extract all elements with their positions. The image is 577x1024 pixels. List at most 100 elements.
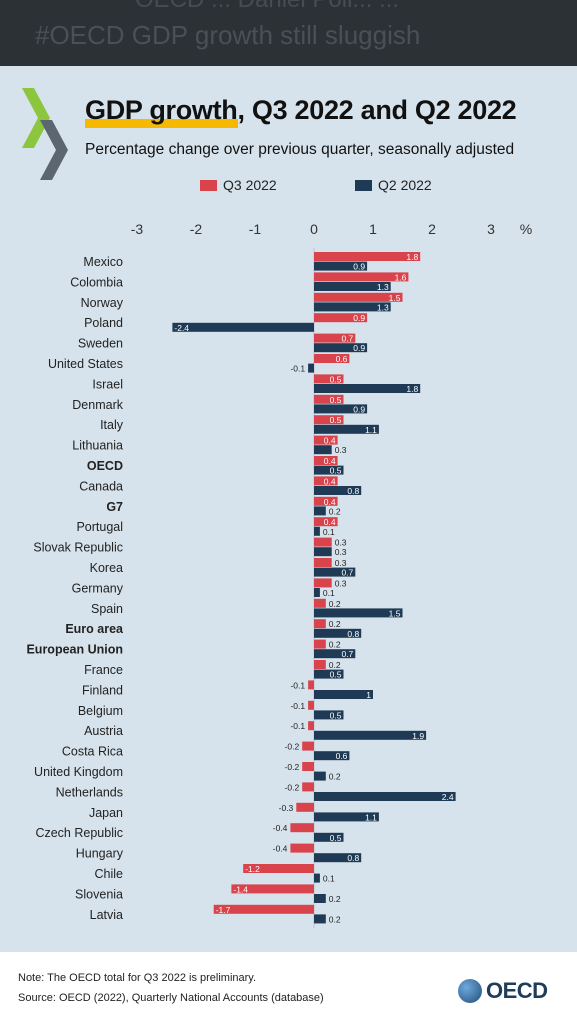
- bar-q2: [308, 363, 314, 373]
- category-label: Italy: [100, 418, 124, 432]
- x-tick-label: 1: [369, 221, 377, 237]
- data-label-q2: 0.9: [353, 404, 365, 414]
- category-label: Belgium: [78, 704, 123, 718]
- x-unit-label: %: [520, 221, 532, 237]
- x-tick-label: -2: [190, 221, 203, 237]
- bar-q2: [314, 730, 427, 740]
- data-label-q2: 0.9: [353, 262, 365, 272]
- x-tick-label: -1: [249, 221, 262, 237]
- oecd-chevron-logo-icon: [22, 88, 68, 180]
- data-label-q2: 0.1: [323, 527, 335, 537]
- bar-q3: [308, 680, 314, 690]
- data-label-q3: 1.8: [406, 252, 418, 262]
- data-label-q3: 0.3: [335, 538, 347, 548]
- data-label-q3: -0.2: [285, 742, 300, 752]
- legend-label-q2: Q2 2022: [378, 177, 432, 193]
- bar-q2: [314, 628, 362, 638]
- category-label: Colombia: [70, 275, 123, 289]
- bar-q2: [314, 302, 391, 312]
- bar-q3: [314, 660, 326, 669]
- category-label: Hungary: [76, 847, 124, 861]
- bar-q2: [314, 261, 368, 271]
- category-label: Czech Republic: [35, 826, 123, 840]
- category-label: Poland: [84, 316, 123, 330]
- bar-q2: [314, 404, 368, 414]
- category-label: Denmark: [72, 398, 123, 412]
- data-label-q3: 0.4: [324, 517, 336, 527]
- category-label: Mexico: [83, 255, 123, 269]
- data-label-q3: 0.2: [329, 640, 341, 650]
- bar-q3: [243, 864, 314, 873]
- data-label-q3: -0.1: [290, 701, 305, 711]
- bar-q2: [314, 343, 368, 353]
- data-label-q2: 0.9: [353, 343, 365, 353]
- category-label: Canada: [79, 479, 123, 493]
- category-label: Chile: [95, 867, 124, 881]
- bar-q3: [290, 823, 314, 833]
- category-label: Portugal: [76, 520, 123, 534]
- bar-q3: [314, 598, 326, 608]
- oecd-logo: OECD: [458, 978, 548, 1004]
- category-label: Lithuania: [72, 439, 123, 453]
- data-label-q3: 0.5: [330, 374, 342, 384]
- data-label-q2: 0.5: [330, 670, 342, 680]
- category-label: G7: [106, 500, 123, 514]
- bar-q2: [314, 465, 344, 475]
- data-label-q2: 0.8: [347, 853, 359, 863]
- top-bar: OECD ... Daniel Poll... ... #OECD GDP gr…: [0, 0, 577, 66]
- globe-icon: [458, 979, 482, 1003]
- title-highlight: GDP growth: [85, 95, 238, 128]
- data-label-q3: -1.7: [216, 905, 231, 915]
- data-label-q3: 0.3: [335, 558, 347, 568]
- data-label-q3: -0.4: [273, 844, 288, 854]
- bar-q3: [314, 456, 338, 465]
- x-tick-label: 2: [428, 221, 436, 237]
- category-label: Finland: [82, 683, 123, 697]
- bar-q2: [314, 853, 362, 863]
- bar-q3: [314, 639, 326, 649]
- data-label-q2: 0.2: [329, 914, 341, 924]
- bar-q2: [314, 486, 362, 495]
- legend-swatch-q3: [200, 179, 217, 191]
- footer-note: Note: The OECD total for Q3 2022 is prel…: [18, 972, 257, 984]
- category-label: Sweden: [78, 337, 123, 351]
- data-label-q2: 1.8: [406, 384, 418, 394]
- data-label-q2: 0.6: [336, 751, 348, 761]
- data-label-q3: 0.4: [324, 436, 336, 446]
- data-label-q2: 0.3: [335, 445, 347, 455]
- title-rest: , Q3 2022 and Q2 2022: [237, 95, 517, 125]
- category-label: Austria: [84, 724, 123, 738]
- bar-q2: [314, 506, 326, 516]
- bar-q2: [314, 690, 373, 699]
- bar-q3: [314, 415, 344, 425]
- data-label-q2: 0.2: [329, 506, 341, 516]
- bar-q3: [314, 578, 332, 588]
- bar-q3: [314, 394, 344, 404]
- bar-q3: [314, 252, 421, 261]
- data-label-q3: 0.2: [329, 619, 341, 629]
- category-label: Spain: [91, 602, 123, 616]
- data-label-q3: 0.4: [324, 497, 336, 507]
- data-label-q3: 0.6: [336, 354, 348, 364]
- bar-q2: [314, 649, 356, 659]
- data-label-q3: -0.1: [290, 680, 305, 690]
- data-label-q3: 0.2: [329, 660, 341, 670]
- data-label-q3: 0.4: [324, 476, 336, 486]
- data-label-q2: -2.4: [174, 323, 189, 333]
- data-label-q3: -1.4: [233, 884, 248, 894]
- data-label-q3: 0.5: [330, 395, 342, 405]
- bar-q3: [213, 904, 314, 914]
- bar-q2: [314, 771, 326, 781]
- bar-q2: [314, 384, 421, 393]
- category-label: Norway: [81, 296, 124, 310]
- bar-q2: [172, 322, 314, 332]
- legend-label-q3: Q3 2022: [223, 177, 277, 193]
- bar-q3: [290, 843, 314, 853]
- bar-q3: [302, 741, 314, 751]
- bar-chart: -3 -2 -1 0 1 2 3 % Mexico 1.8 0.9 Colombia 1.6 1.3 Nor…: [26, 221, 532, 928]
- data-label-q2: 1.3: [377, 302, 389, 312]
- x-tick-label: -3: [131, 221, 144, 237]
- bar-q2: [314, 669, 344, 679]
- data-label-q3: 0.9: [353, 313, 365, 323]
- bar-q3: [314, 517, 338, 527]
